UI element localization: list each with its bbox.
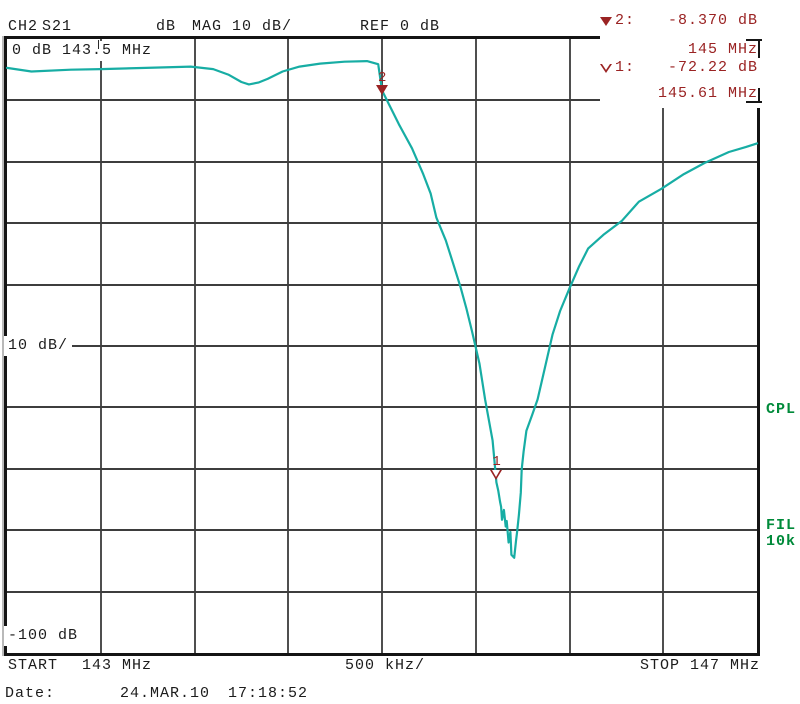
unit-label: dB — [156, 18, 177, 35]
marker2-id: 2: — [615, 12, 636, 29]
ref-level-value: 0 dB — [12, 42, 53, 59]
bottom-level-label: -100 dB — [4, 626, 83, 646]
start-value: 143 MHz — [82, 657, 153, 674]
ref-freq-value: 143.5 MHz — [62, 42, 153, 59]
marker1-triangle-icon — [600, 64, 612, 73]
date-value: 24.MAR.10 — [120, 685, 211, 702]
ref-label: REF 0 dB — [360, 18, 441, 35]
grid-line-horizontal — [7, 406, 757, 409]
grid-corner-fragment — [746, 39, 762, 41]
scale-per-div-label: 10 dB/ — [4, 336, 73, 356]
grid-line-horizontal — [7, 529, 757, 532]
marker2-value: -8.370 dB — [667, 12, 758, 29]
grid-edge-fragment — [746, 101, 762, 103]
grid-corner-fragment — [758, 39, 760, 58]
start-label: START — [8, 657, 59, 674]
grid-line-horizontal — [7, 283, 757, 286]
marker2-frequency: 145 MHz — [687, 41, 758, 58]
marker1-value: -72.22 dB — [667, 59, 758, 76]
marker-readout-panel — [600, 0, 800, 108]
channel-label: CH2 — [8, 18, 39, 35]
grid-line-horizontal — [7, 345, 757, 347]
date-label: Date: — [5, 685, 56, 702]
grid-line-horizontal — [7, 160, 757, 163]
time-value: 17:18:52 — [228, 685, 309, 702]
grid-edge-fragment — [758, 88, 760, 103]
span-per-div: 500 kHz/ — [345, 657, 426, 674]
format-label: MAG 10 dB/ — [192, 18, 293, 35]
stop-value: 147 MHz — [690, 657, 761, 674]
coupling-indicator: CPL — [766, 401, 797, 418]
grid-line-horizontal — [7, 467, 757, 470]
reference-position-tick — [98, 40, 99, 49]
stop-label: STOP — [640, 657, 681, 674]
marker1-id: 1: — [615, 59, 636, 76]
grid-line-horizontal — [7, 590, 757, 593]
scale-value: 10 dB/ — [8, 337, 69, 354]
sparam-label: S21 — [42, 18, 73, 35]
filter-indicator: FIL — [766, 517, 797, 534]
marker2-readout: 2: -8.370 dB — [600, 13, 758, 28]
marker1-readout: 1: -72.22 dB — [600, 60, 758, 75]
filter-value: 10k — [766, 533, 797, 550]
grid-line-horizontal — [7, 222, 757, 225]
marker1-frequency: 145.61 MHz — [657, 85, 758, 102]
marker2-triangle-icon — [600, 17, 612, 26]
reference-annotation: 0 dB 143.5 MHz — [8, 41, 157, 61]
bottom-level-value: -100 dB — [8, 627, 79, 644]
